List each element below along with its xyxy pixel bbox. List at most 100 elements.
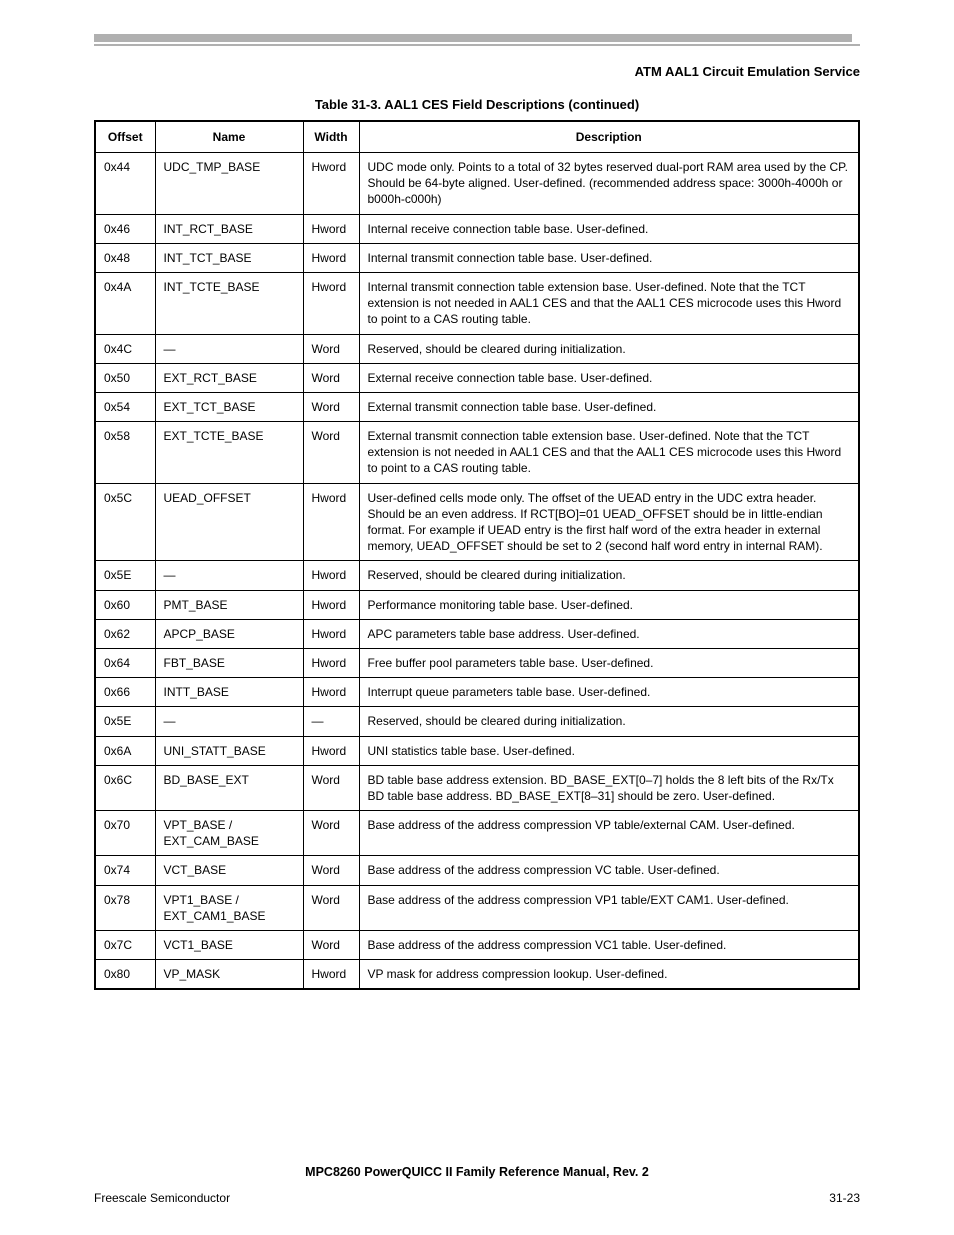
cell-offset: 0x6C <box>95 765 155 810</box>
table-header-row: Offset Name Width Description <box>95 121 859 153</box>
table-row: 0x6CBD_BASE_EXTWordBD table base address… <box>95 765 859 810</box>
cell-description: UDC mode only. Points to a total of 32 b… <box>359 153 859 215</box>
cell-name: INT_RCT_BASE <box>155 214 303 243</box>
cell-width: Word <box>303 363 359 392</box>
cell-offset: 0x44 <box>95 153 155 215</box>
table-row: 0x62APCP_BASEHwordAPC parameters table b… <box>95 619 859 648</box>
cell-width: Word <box>303 811 359 856</box>
table-body: 0x44UDC_TMP_BASEHwordUDC mode only. Poin… <box>95 153 859 990</box>
cell-width: Hword <box>303 561 359 590</box>
cell-name: UNI_STATT_BASE <box>155 736 303 765</box>
table-row: 0x48INT_TCT_BASEHwordInternal transmit c… <box>95 243 859 272</box>
cell-offset: 0x80 <box>95 960 155 990</box>
table-row: 0x78VPT1_BASE / EXT_CAM1_BASEWordBase ad… <box>95 885 859 930</box>
cell-name: FBT_BASE <box>155 648 303 677</box>
cell-offset: 0x60 <box>95 590 155 619</box>
cell-name: INT_TCT_BASE <box>155 243 303 272</box>
table-row: 0x54EXT_TCT_BASEWordExternal transmit co… <box>95 392 859 421</box>
col-header-description: Description <box>359 121 859 153</box>
cell-description: UNI statistics table base. User-defined. <box>359 736 859 765</box>
cell-description: Reserved, should be cleared during initi… <box>359 561 859 590</box>
table-row: 0x5CUEAD_OFFSETHwordUser-defined cells m… <box>95 483 859 561</box>
cell-width: Word <box>303 334 359 363</box>
cell-offset: 0x78 <box>95 885 155 930</box>
footer-left: Freescale Semiconductor <box>94 1191 230 1205</box>
cell-name: EXT_RCT_BASE <box>155 363 303 392</box>
cell-description: Base address of the address compression … <box>359 885 859 930</box>
col-header-width: Width <box>303 121 359 153</box>
table-row: 0x5E——Reserved, should be cleared during… <box>95 707 859 736</box>
col-header-name: Name <box>155 121 303 153</box>
cell-description: Internal transmit connection table exten… <box>359 272 859 334</box>
cell-width: Hword <box>303 272 359 334</box>
cell-width: Word <box>303 392 359 421</box>
header-bar-thick <box>94 34 852 42</box>
cell-name: — <box>155 561 303 590</box>
table-row: 0x58EXT_TCTE_BASEWordExternal transmit c… <box>95 422 859 484</box>
cell-name: EXT_TCTE_BASE <box>155 422 303 484</box>
cell-offset: 0x64 <box>95 648 155 677</box>
table-row: 0x4C—WordReserved, should be cleared dur… <box>95 334 859 363</box>
cell-width: Hword <box>303 648 359 677</box>
col-header-offset: Offset <box>95 121 155 153</box>
cell-name: VCT1_BASE <box>155 931 303 960</box>
cell-description: APC parameters table base address. User-… <box>359 619 859 648</box>
cell-name: UEAD_OFFSET <box>155 483 303 561</box>
cell-description: Internal transmit connection table base.… <box>359 243 859 272</box>
cell-description: Interrupt queue parameters table base. U… <box>359 678 859 707</box>
cell-description: User-defined cells mode only. The offset… <box>359 483 859 561</box>
cell-name: — <box>155 707 303 736</box>
cell-offset: 0x7C <box>95 931 155 960</box>
cell-width: Hword <box>303 483 359 561</box>
cell-description: External transmit connection table exten… <box>359 422 859 484</box>
cell-offset: 0x5E <box>95 561 155 590</box>
cell-width: Hword <box>303 590 359 619</box>
cell-width: Word <box>303 856 359 885</box>
cell-name: — <box>155 334 303 363</box>
table-row: 0x4AINT_TCTE_BASEHwordInternal transmit … <box>95 272 859 334</box>
cell-width: Hword <box>303 214 359 243</box>
table-row: 0x66INTT_BASEHwordInterrupt queue parame… <box>95 678 859 707</box>
cell-width: Word <box>303 885 359 930</box>
table-caption: Table 31-3. AAL1 CES Field Descriptions … <box>94 97 860 112</box>
cell-width: Hword <box>303 619 359 648</box>
cell-offset: 0x5C <box>95 483 155 561</box>
cell-offset: 0x74 <box>95 856 155 885</box>
cell-width: Hword <box>303 736 359 765</box>
cell-description: External transmit connection table base.… <box>359 392 859 421</box>
cell-description: Reserved, should be cleared during initi… <box>359 707 859 736</box>
cell-offset: 0x62 <box>95 619 155 648</box>
table-row: 0x70VPT_BASE / EXT_CAM_BASEWordBase addr… <box>95 811 859 856</box>
field-descriptions-table: Offset Name Width Description 0x44UDC_TM… <box>94 120 860 990</box>
header-bar-thin <box>94 44 860 46</box>
cell-description: BD table base address extension. BD_BASE… <box>359 765 859 810</box>
table-row: 0x7CVCT1_BASEWordBase address of the add… <box>95 931 859 960</box>
cell-name: VPT1_BASE / EXT_CAM1_BASE <box>155 885 303 930</box>
cell-width: Hword <box>303 960 359 990</box>
table-row: 0x44UDC_TMP_BASEHwordUDC mode only. Poin… <box>95 153 859 215</box>
cell-description: Reserved, should be cleared during initi… <box>359 334 859 363</box>
cell-description: Free buffer pool parameters table base. … <box>359 648 859 677</box>
section-header: ATM AAL1 Circuit Emulation Service <box>94 64 860 79</box>
cell-description: External receive connection table base. … <box>359 363 859 392</box>
cell-description: VP mask for address compression lookup. … <box>359 960 859 990</box>
footer-right: 31-23 <box>829 1191 860 1205</box>
cell-description: Base address of the address compression … <box>359 931 859 960</box>
cell-offset: 0x48 <box>95 243 155 272</box>
cell-name: VCT_BASE <box>155 856 303 885</box>
cell-width: Word <box>303 765 359 810</box>
cell-offset: 0x46 <box>95 214 155 243</box>
table-row: 0x74VCT_BASEWordBase address of the addr… <box>95 856 859 885</box>
cell-name: VPT_BASE / EXT_CAM_BASE <box>155 811 303 856</box>
cell-width: Hword <box>303 243 359 272</box>
cell-name: INTT_BASE <box>155 678 303 707</box>
cell-width: Word <box>303 931 359 960</box>
cell-offset: 0x58 <box>95 422 155 484</box>
cell-width: — <box>303 707 359 736</box>
cell-name: UDC_TMP_BASE <box>155 153 303 215</box>
table-row: 0x64FBT_BASEHwordFree buffer pool parame… <box>95 648 859 677</box>
cell-offset: 0x70 <box>95 811 155 856</box>
cell-width: Word <box>303 422 359 484</box>
cell-name: PMT_BASE <box>155 590 303 619</box>
cell-offset: 0x66 <box>95 678 155 707</box>
